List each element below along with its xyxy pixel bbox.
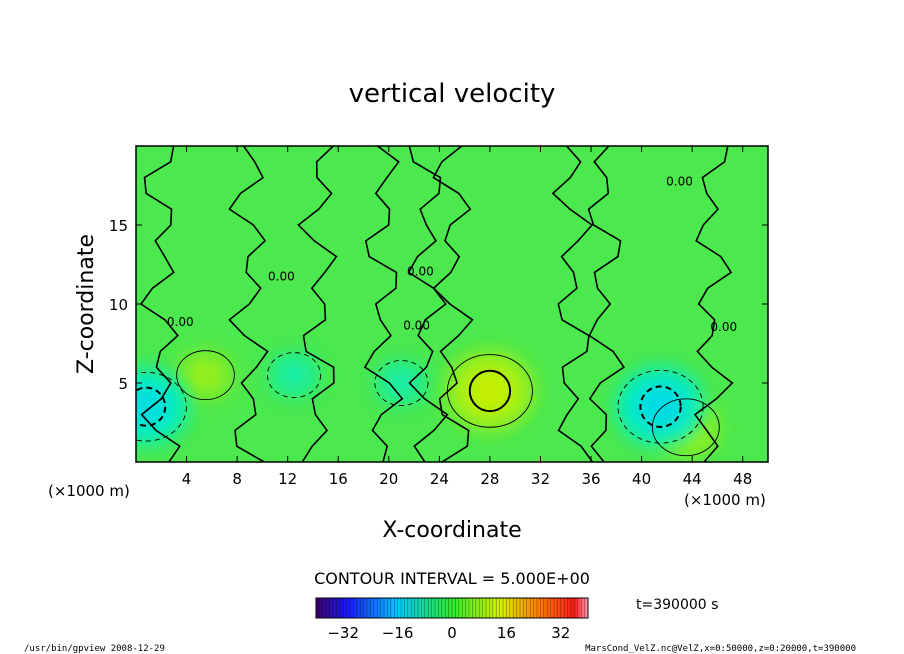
contour-line xyxy=(136,371,187,442)
contour-line-strong xyxy=(136,386,167,427)
x-tick-label: 4 xyxy=(182,470,192,488)
y-tick-label: 5 xyxy=(118,375,128,393)
contour-value-label: 0.00 xyxy=(403,318,430,332)
zero-contour xyxy=(297,146,338,462)
zero-contour xyxy=(228,146,269,462)
contour-line xyxy=(617,369,704,444)
x-tick-label: 12 xyxy=(278,470,297,488)
zero-contour xyxy=(693,146,734,462)
x-tick-label: 28 xyxy=(480,470,499,488)
zero-contour xyxy=(363,146,404,462)
contour-lines: 0.00 0.00 0.00 0.00 0.00 0.00 xyxy=(136,146,737,462)
downdraft-core xyxy=(136,385,170,428)
x-tick-label: 20 xyxy=(379,470,398,488)
x-axis-unit-left: (×1000 m) xyxy=(48,482,130,500)
zero-contour xyxy=(551,146,594,462)
contour-value-label: 0.00 xyxy=(167,315,194,329)
plot-area: 0.000.00 0.000.000.000.00 4 8 12 16 20 24 28 32 3… xyxy=(109,145,769,488)
x-tick-label: 40 xyxy=(632,470,651,488)
x-tick-label: 32 xyxy=(531,470,550,488)
x-tick-label: 16 xyxy=(329,470,348,488)
contour-value-label: 0.00 xyxy=(268,269,295,283)
downdraft-core xyxy=(635,384,686,429)
x-axis-ticks: 4 8 12 16 20 24 28 32 36 40 44 48 xyxy=(182,146,752,488)
time-label: t=390000 s xyxy=(636,597,718,613)
contour-line-strong xyxy=(468,369,512,413)
x-tick-label: 48 xyxy=(733,470,752,488)
y-axis-ticks: 5 10 15 xyxy=(109,217,768,393)
colorbar-tick-label: −16 xyxy=(382,624,414,642)
downdraft-core xyxy=(386,369,417,397)
zero-contour xyxy=(432,146,474,462)
colorbar-bands xyxy=(319,598,585,618)
x-tick-label: 44 xyxy=(683,470,702,488)
x-axis-unit-right: (×1000 m) xyxy=(684,491,766,509)
contour-line xyxy=(374,360,429,406)
colorbar: −32 −16 0 16 32 xyxy=(315,597,589,642)
chart-title: vertical velocity xyxy=(349,79,556,109)
y-tick-label: 10 xyxy=(109,296,128,314)
colorbar-tick-label: 16 xyxy=(497,624,516,642)
colorbar-tick-label: 32 xyxy=(551,624,570,642)
colorbar-tick-label: 0 xyxy=(447,624,457,642)
contour-interval-label: CONTOUR INTERVAL = 5.000E+00 xyxy=(314,569,590,588)
x-tick-label: 36 xyxy=(581,470,600,488)
updraft-core xyxy=(465,368,515,414)
contour-line xyxy=(266,352,322,399)
colorbar-ticks: −32 −16 0 16 32 xyxy=(327,624,570,642)
x-axis-label: X-coordinate xyxy=(382,518,521,543)
footer-source: MarsCond_VelZ.nc@VelZ,x=0:50000,z=0:2000… xyxy=(585,644,856,654)
contour-value-label: 0.00 xyxy=(710,320,737,334)
downdraft-core xyxy=(278,361,310,389)
contour-line xyxy=(176,350,235,401)
contour-line xyxy=(651,398,720,457)
contour-line-strong xyxy=(639,385,682,428)
updraft-core xyxy=(188,360,223,391)
zero-contour xyxy=(587,146,626,462)
contour-value-label: 0.00 xyxy=(666,175,693,189)
y-tick-label: 15 xyxy=(109,217,128,235)
y-axis-label: Z-coordinate xyxy=(74,234,99,374)
x-tick-label: 24 xyxy=(430,470,449,488)
footer-program: /usr/bin/gpview 2008-12-29 xyxy=(24,644,165,654)
zero-contour xyxy=(407,146,449,462)
contour-value-label: 0.00 xyxy=(407,265,434,279)
x-tick-label: 8 xyxy=(232,470,242,488)
colorbar-tick-label: −32 xyxy=(327,624,359,642)
